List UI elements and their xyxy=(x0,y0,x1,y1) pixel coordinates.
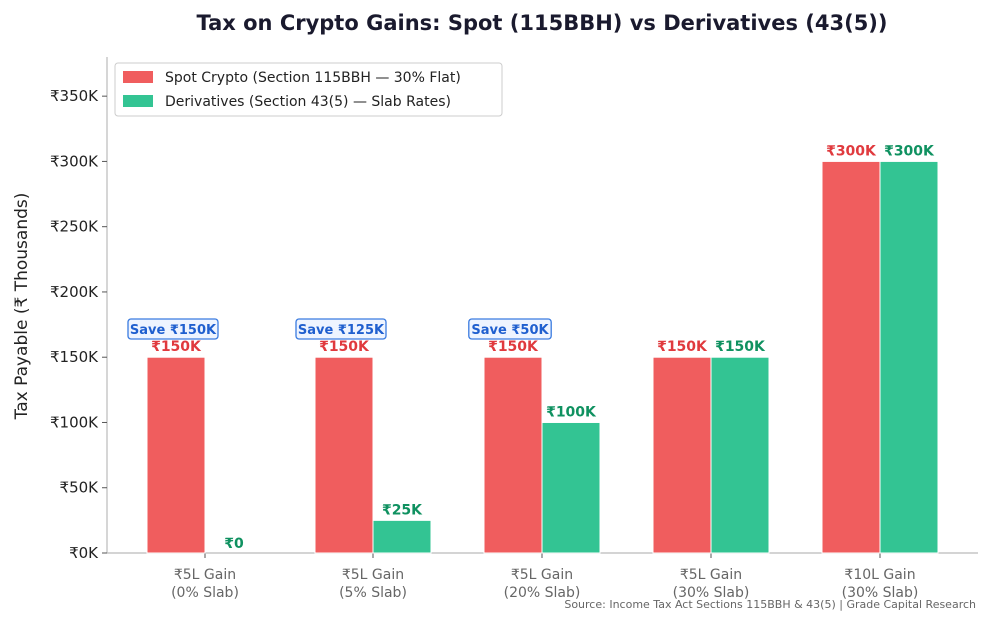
y-tick-label: ₹100K xyxy=(50,413,99,431)
x-tick-label: ₹5L Gain xyxy=(511,567,573,583)
legend-swatch-derivatives xyxy=(123,95,153,107)
chart-title: Tax on Crypto Gains: Spot (115BBH) vs De… xyxy=(196,11,887,35)
savings-callout-box xyxy=(468,318,552,340)
savings-callout: Save ₹125K xyxy=(295,318,387,340)
bar-derivatives xyxy=(541,421,601,554)
x-tick-label: (20% Slab) xyxy=(504,585,581,601)
legend-frame xyxy=(114,62,503,117)
y-tick-label: ₹350K xyxy=(50,87,99,105)
x-tick-label: ₹5L Gain xyxy=(342,567,404,583)
bar-derivatives xyxy=(710,356,770,554)
bar-value-label-derivatives: ₹300K xyxy=(884,143,935,159)
bar-derivatives xyxy=(372,519,432,554)
bar-value-label-spot: ₹300K xyxy=(826,143,877,159)
savings-callout-box xyxy=(295,318,387,340)
y-tick-label: ₹250K xyxy=(50,218,99,236)
x-tick-label: ₹5L Gain xyxy=(680,567,742,583)
bar-spot xyxy=(483,356,543,554)
bar-spot xyxy=(821,160,881,554)
y-axis-label: Tax Payable (₹ Thousands) xyxy=(12,193,32,421)
y-tick-label: ₹150K xyxy=(50,348,99,366)
bar-value-label-spot: ₹150K xyxy=(657,339,708,355)
savings-callout-text: Save ₹125K xyxy=(298,323,385,338)
bar-value-label-spot: ₹150K xyxy=(488,339,539,355)
x-tick-label: ₹5L Gain xyxy=(174,567,236,583)
legend-label-spot: Spot Crypto (Section 115BBH — 30% Flat) xyxy=(165,70,461,86)
y-tick-label: ₹300K xyxy=(50,152,99,170)
bar-value-label-derivatives: ₹25K xyxy=(382,502,423,518)
savings-callout-text: Save ₹50K xyxy=(471,323,549,338)
y-tick-label: ₹0K xyxy=(69,544,99,562)
y-tick-label: ₹200K xyxy=(50,283,99,301)
x-tick-label: (30% Slab) xyxy=(673,585,750,601)
x-tick-label: (0% Slab) xyxy=(171,585,239,601)
savings-callout: Save ₹50K xyxy=(468,318,552,340)
x-tick-label: ₹10L Gain xyxy=(844,567,915,583)
x-tick-label: (5% Slab) xyxy=(339,585,407,601)
savings-callout: Save ₹150K xyxy=(127,318,219,340)
legend-swatch-spot xyxy=(123,71,153,83)
bar-spot xyxy=(146,356,206,554)
legend-label-derivatives: Derivatives (Section 43(5) — Slab Rates) xyxy=(165,94,451,110)
bar-value-label-spot: ₹150K xyxy=(319,339,370,355)
bar-value-label-spot: ₹150K xyxy=(151,339,202,355)
bar-value-label-derivatives: ₹100K xyxy=(546,404,597,420)
x-tick-label: (30% Slab) xyxy=(842,585,919,601)
bar-spot xyxy=(314,356,374,554)
plot-area: ₹0K ₹50K ₹100K ₹150K ₹200K ₹250K ₹300K ₹350K ₹5L… xyxy=(50,57,978,601)
bar-spot xyxy=(652,356,712,554)
y-tick-label: ₹50K xyxy=(60,479,100,497)
source-note: Source: Income Tax Act Sections 115BBH &… xyxy=(564,598,976,611)
bar-derivatives xyxy=(879,160,939,554)
bar-value-label-derivatives: ₹0 xyxy=(224,536,244,552)
bar-value-label-derivatives: ₹150K xyxy=(715,339,766,355)
savings-callout-box xyxy=(127,318,219,340)
savings-callout-text: Save ₹150K xyxy=(130,323,217,338)
legend: Spot Crypto (Section 115BBH — 30% Flat) D… xyxy=(114,62,503,117)
